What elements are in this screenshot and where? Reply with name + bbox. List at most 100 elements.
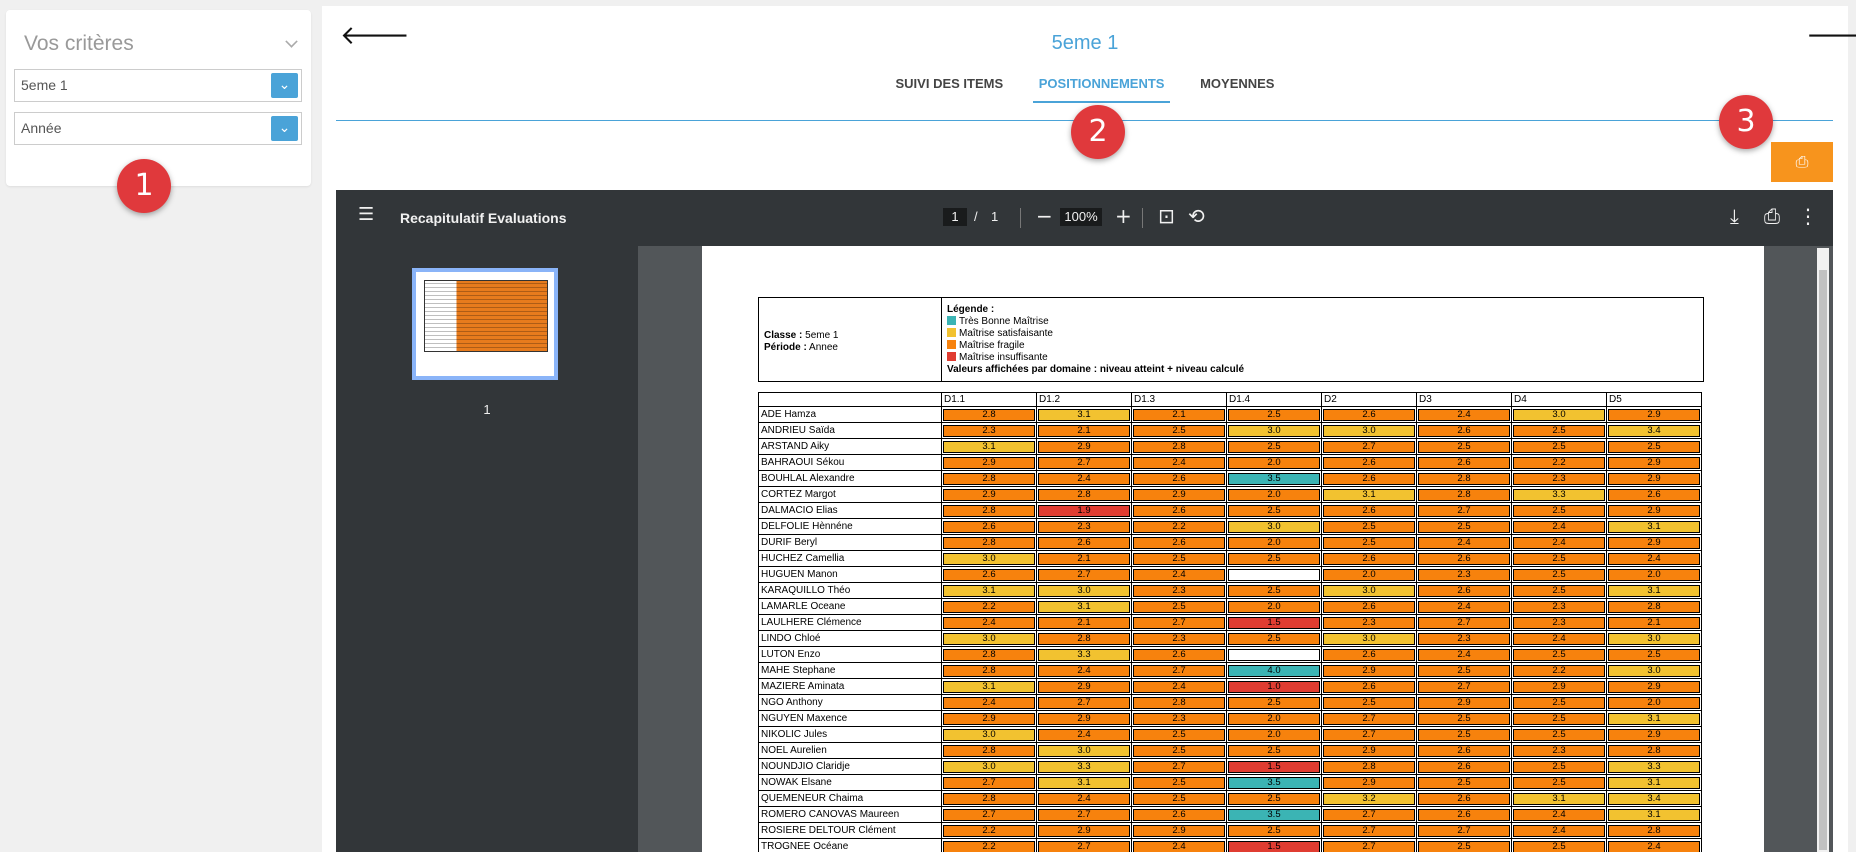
- score-cell: 2.7: [1416, 822, 1512, 839]
- next-arrow-icon[interactable]: 🡒: [1806, 21, 1856, 51]
- score-value: 2.7: [1038, 840, 1130, 852]
- student-name: LUTON Enzo: [758, 646, 942, 663]
- score-cell: 2.7: [1416, 502, 1512, 519]
- score-value: 2.6: [1323, 472, 1415, 485]
- student-name: LAMARLE Oceane: [758, 598, 942, 615]
- score-value: 2.4: [1418, 536, 1510, 549]
- legend-label: Maîtrise insuffisante: [959, 352, 1048, 363]
- score-value: 2.0: [1608, 696, 1700, 709]
- score-cell: 2.9: [1606, 470, 1702, 487]
- score-value: 2.5: [1513, 840, 1605, 852]
- period-select[interactable]: Année ⌄: [14, 112, 302, 145]
- score-value: 2.5: [1513, 760, 1605, 773]
- page-thumbnail[interactable]: [412, 268, 558, 380]
- score-cell: 3.0: [941, 758, 1037, 775]
- score-cell: 3.5: [1226, 806, 1322, 823]
- score-value: 2.3: [1133, 712, 1225, 725]
- score-value: 2.5: [1418, 664, 1510, 677]
- score-cell: 2.4: [1416, 598, 1512, 615]
- score-value: 2.3: [1513, 744, 1605, 757]
- score-value: 2.7: [1323, 840, 1415, 852]
- chevron-down-icon[interactable]: ⌄: [271, 116, 298, 141]
- collapse-chevron-icon[interactable]: [285, 35, 298, 48]
- score-value: 3.5: [1228, 776, 1320, 789]
- student-name: QUEMENEUR Chaima: [758, 790, 942, 807]
- score-cell: 2.2: [1511, 662, 1607, 679]
- score-value: 2.9: [1608, 536, 1700, 549]
- criteria-title[interactable]: Vos critères: [24, 32, 134, 55]
- score-cell: 2.4: [1131, 838, 1227, 852]
- score-cell: 2.7: [1131, 758, 1227, 775]
- score-cell: 2.4: [1606, 550, 1702, 567]
- score-value: 2.9: [1418, 696, 1510, 709]
- score-value: 2.5: [1418, 712, 1510, 725]
- chevron-down-icon[interactable]: ⌄: [271, 73, 298, 98]
- score-cell: 2.5: [1511, 774, 1607, 791]
- score-value: 2.3: [1133, 632, 1225, 645]
- rotate-icon[interactable]: ⟲: [1188, 204, 1205, 228]
- score-cell: 2.5: [1226, 438, 1322, 455]
- score-cell: 3.1: [941, 438, 1037, 455]
- scrollbar[interactable]: [1817, 248, 1829, 852]
- more-options-icon[interactable]: ⋮: [1798, 204, 1818, 228]
- score-cell: 2.6: [1321, 678, 1417, 695]
- score-value: 2.2: [1133, 520, 1225, 533]
- table-row: LAULHERE Clémence 2.4 2.1 2.7 1.5 2.3 2.7 2.3 2.…: [758, 614, 1702, 631]
- score-value: 2.6: [1418, 552, 1510, 565]
- score-value: 2.8: [1133, 696, 1225, 709]
- score-cell: 2.1: [1131, 406, 1227, 423]
- score-cell: 2.6: [1131, 502, 1227, 519]
- score-cell: 2.3: [1511, 742, 1607, 759]
- score-value: 3.5: [1228, 808, 1320, 821]
- score-cell: 2.5: [1511, 694, 1607, 711]
- score-value: 2.5: [1133, 600, 1225, 613]
- score-cell: 2.3: [1416, 566, 1512, 583]
- score-cell: 2.7: [1036, 454, 1132, 471]
- score-value: 3.0: [943, 760, 1035, 773]
- score-value: 3.0: [1608, 664, 1700, 677]
- zoom-out-icon[interactable]: −: [1036, 204, 1053, 228]
- scrollbar-thumb[interactable]: [1819, 270, 1827, 850]
- score-value: 2.2: [943, 840, 1035, 852]
- score-cell: 2.5: [1226, 630, 1322, 647]
- score-value: 2.4: [1513, 824, 1605, 837]
- pdf-title: Recapitulatif Evaluations: [400, 210, 567, 226]
- score-cell: 3.0: [1606, 630, 1702, 647]
- menu-icon[interactable]: ☰: [358, 204, 375, 225]
- score-cell: 3.0: [941, 726, 1037, 743]
- tab-moyennes[interactable]: MOYENNES: [1200, 76, 1275, 91]
- score-cell: 2.2: [941, 822, 1037, 839]
- score-cell: 3.1: [1606, 774, 1702, 791]
- page-number-input[interactable]: 1: [943, 208, 967, 226]
- tab-positionnements[interactable]: POSITIONNEMENTS: [1032, 70, 1171, 103]
- zoom-in-icon[interactable]: +: [1115, 204, 1132, 228]
- prev-arrow-icon[interactable]: 🡐: [340, 21, 410, 51]
- score-cell: 2.4: [1036, 662, 1132, 679]
- score-value: 2.5: [1133, 552, 1225, 565]
- score-value: 2.4: [1418, 648, 1510, 661]
- score-cell: 2.4: [1131, 678, 1227, 695]
- tab-suivi-items[interactable]: SUIVI DES ITEMS: [895, 76, 1004, 91]
- printer-icon[interactable]: ⎙: [1764, 204, 1780, 228]
- legend-item: Très Bonne Maîtrise: [947, 316, 1244, 328]
- print-button[interactable]: ⎙: [1771, 142, 1833, 182]
- score-value: 3.1: [943, 584, 1035, 597]
- score-value: 3.1: [1038, 408, 1130, 421]
- class-select[interactable]: 5eme 1 ⌄: [14, 69, 302, 102]
- legend-item: Maîtrise satisfaisante: [947, 328, 1244, 340]
- score-cell: 2.8: [1606, 822, 1702, 839]
- zoom-level-input[interactable]: 100%: [1060, 208, 1102, 226]
- score-value: 2.7: [1038, 568, 1130, 581]
- score-cell: 2.3: [1131, 630, 1227, 647]
- score-cell: 2.6: [1321, 454, 1417, 471]
- score-value: [1228, 648, 1320, 661]
- score-value: 2.7: [1418, 824, 1510, 837]
- score-value: 2.1: [1038, 616, 1130, 629]
- score-cell: 2.1: [1036, 422, 1132, 439]
- score-value: 2.8: [943, 504, 1035, 517]
- column-header: D1.2: [1036, 392, 1132, 407]
- score-value: 3.3: [1608, 760, 1700, 773]
- download-icon[interactable]: ⤓: [1730, 204, 1739, 228]
- fit-page-icon[interactable]: ⊡: [1158, 204, 1175, 228]
- score-value: 2.8: [1038, 632, 1130, 645]
